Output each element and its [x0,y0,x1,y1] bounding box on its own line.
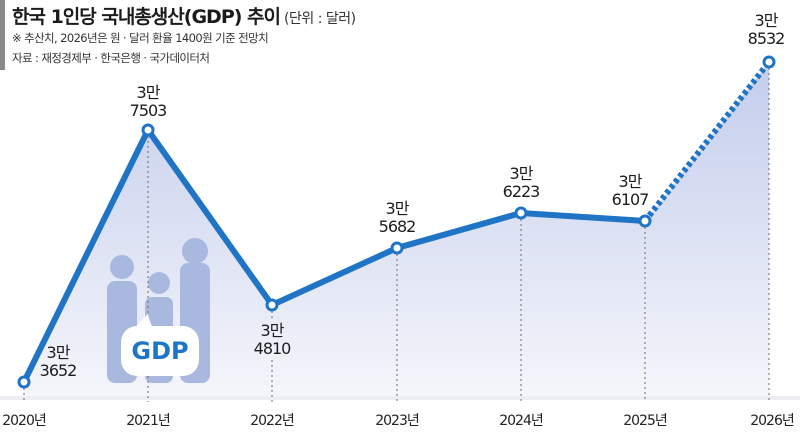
value-label-2021: 3만 7503 [129,83,168,120]
x-label-2021: 2021년 [126,413,171,429]
value-label-2026: 3만 8532 [747,11,786,48]
x-label-2024: 2024년 [499,413,544,429]
gdp-projection-line [642,60,772,223]
value-label-2020: 3만 3652 [39,343,78,380]
unit-label: (단위 : 달러) [284,11,356,27]
title-accent-bar [0,0,5,70]
data-points [17,55,776,389]
x-label-2026: 2026년 [750,413,795,429]
gdp-speech-bubble-icon: GDP [121,326,199,376]
x-label-2020: 2020년 [2,413,47,429]
value-label-2022: 3만 4810 [253,321,292,358]
estimate-note: ※ 추산치, 2026년은 원 · 달러 환율 1400원 기준 전망치 [12,31,269,45]
source-note: 자료 : 재정경제부 · 한국은행 · 국가데이터처 [12,51,210,65]
value-label-2023: 3만 5682 [378,199,417,236]
x-label-2022: 2022년 [250,413,295,429]
chart-title: 한국 1인당 국내총생산(GDP) 추이 (단위 : 달러) [12,6,356,28]
x-label-2025: 2025년 [623,413,668,429]
area-fill [24,62,769,398]
value-label-2025: 3만 6107 [611,172,650,209]
value-label-2024: 3만 6223 [502,164,541,201]
x-label-2023: 2023년 [375,413,420,429]
gdp-line [21,124,646,384]
